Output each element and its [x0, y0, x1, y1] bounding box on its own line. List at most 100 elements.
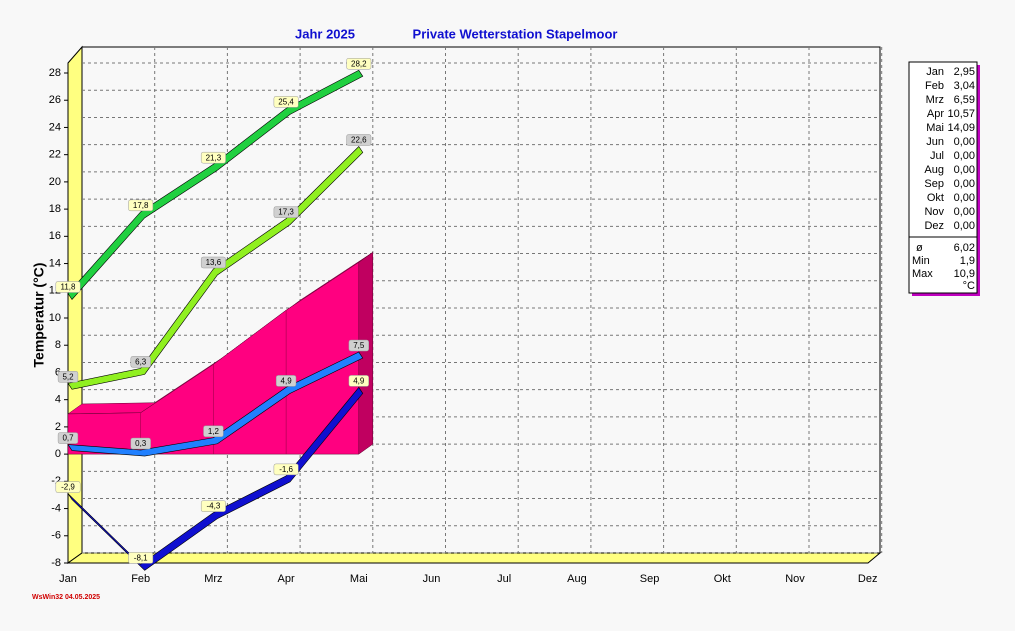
data-label-bg: [130, 356, 151, 368]
stats-month: Nov: [924, 206, 944, 218]
data-label: -2,9: [61, 483, 75, 492]
stats-month: Jul: [930, 150, 944, 162]
data-label-bg: [130, 437, 151, 450]
data-label-bg: [275, 375, 297, 387]
stats-month: Jan: [926, 66, 944, 78]
stats-month: Mrz: [926, 94, 944, 106]
y-tick-label: 22: [49, 149, 61, 161]
data-label: -8,1: [134, 553, 148, 562]
stats-value: 10,57: [947, 108, 975, 120]
stats-value: 0,00: [954, 150, 975, 162]
data-label-bg: [203, 425, 224, 438]
data-label-bg: [57, 432, 79, 444]
stats-month: Feb: [925, 80, 944, 92]
data-label: 22,6: [351, 136, 367, 145]
x-tick-label: Jan: [59, 573, 77, 585]
data-label: 1,2: [208, 427, 220, 436]
data-label: 28,2: [351, 59, 367, 68]
y-tick-label: -8: [51, 557, 61, 569]
data-label: 25,4: [278, 97, 294, 106]
y-tick-label: 0: [55, 448, 61, 460]
data-label: 4,9: [281, 377, 293, 386]
mean-area-side: [358, 251, 374, 455]
y-tick-label: 14: [49, 257, 61, 269]
series-ribbon: [67, 69, 364, 300]
x-tick-label: Mai: [350, 573, 368, 585]
chart-subtitle: Private Wetterstation Stapelmoor: [413, 26, 618, 41]
data-label: 7,5: [353, 341, 365, 350]
data-label-bg: [128, 199, 154, 212]
summary-value: 1,9: [960, 255, 975, 267]
summary-value: 6,02: [954, 242, 975, 254]
data-label-bg: [273, 96, 299, 108]
stats-month: Jun: [926, 136, 944, 148]
y-tick-label: -6: [51, 530, 61, 542]
data-label: 17,3: [278, 208, 294, 217]
x-tick-label: Aug: [567, 573, 587, 585]
y-tick-label: -4: [51, 502, 61, 514]
data-label-bg: [55, 481, 81, 493]
summary-value: 10,9: [954, 268, 975, 280]
data-label-bg: [200, 256, 226, 269]
stats-value: 0,00: [954, 136, 975, 148]
back-wall: [81, 46, 881, 554]
summary-label: Min: [912, 255, 930, 267]
x-tick-label: Sep: [640, 573, 660, 585]
y-tick-label: 4: [55, 394, 61, 406]
stats-month: Dez: [924, 220, 944, 232]
y-tick-label: 24: [49, 121, 61, 133]
y-tick-label: -2: [51, 475, 61, 487]
data-label: 21,3: [206, 153, 222, 162]
data-label: 5,2: [62, 372, 74, 381]
y-tick-label: 18: [49, 203, 61, 215]
data-label-bg: [200, 500, 226, 512]
data-label-bg: [346, 134, 372, 146]
stats-month: Aug: [924, 164, 944, 176]
data-label-bg: [273, 463, 299, 476]
stats-value: 6,59: [954, 94, 975, 106]
stats-value: 0,00: [954, 164, 975, 176]
data-label: 13,6: [206, 258, 222, 267]
summary-label: Max: [912, 268, 933, 280]
stats-value: 2,95: [954, 66, 975, 78]
data-label: 6,3: [135, 357, 147, 366]
footer: WsWin32 04.05.2025: [32, 594, 100, 601]
chart-title: Jahr 2025: [295, 26, 355, 41]
stats-month: Mai: [926, 122, 944, 134]
data-label: 4,9: [353, 377, 365, 386]
summary-label: ø: [916, 242, 923, 254]
x-tick-label: Apr: [278, 573, 295, 585]
y-tick-label: 6: [55, 366, 61, 378]
stats-month: Apr: [927, 108, 944, 120]
x-tick-label: Mrz: [204, 573, 222, 585]
data-label-bg: [55, 281, 81, 293]
stats-month: Sep: [924, 178, 944, 190]
data-label: -4,3: [207, 502, 221, 511]
stats-value: 0,00: [954, 178, 975, 190]
stats-value: 14,09: [947, 122, 975, 134]
y-tick-label: 10: [49, 312, 61, 324]
data-label-bg: [348, 375, 369, 387]
y-axis-label: Temperatur (°C): [31, 263, 47, 368]
stats-value: 0,00: [954, 220, 975, 232]
stats-value: 0,00: [954, 192, 975, 204]
y-tick-label: 16: [49, 230, 61, 242]
stats-value: 3,04: [954, 80, 975, 92]
stats-value: 0,00: [954, 206, 975, 218]
x-tick-label: Nov: [785, 573, 805, 585]
floor: [66, 552, 882, 564]
x-tick-label: Jun: [423, 573, 441, 585]
stats-panel: [908, 61, 978, 294]
data-label-bg: [200, 151, 226, 164]
data-label-bg: [128, 552, 154, 564]
y-tick-label: 20: [49, 176, 61, 188]
stats-month: Okt: [927, 192, 944, 204]
y-tick-label: 26: [49, 94, 61, 106]
data-label: -1,6: [279, 465, 293, 474]
summary-unit: °C: [963, 280, 975, 292]
data-label: 0,7: [62, 434, 74, 443]
data-label: 0,3: [135, 439, 147, 448]
y-tick-label: 2: [55, 421, 61, 433]
